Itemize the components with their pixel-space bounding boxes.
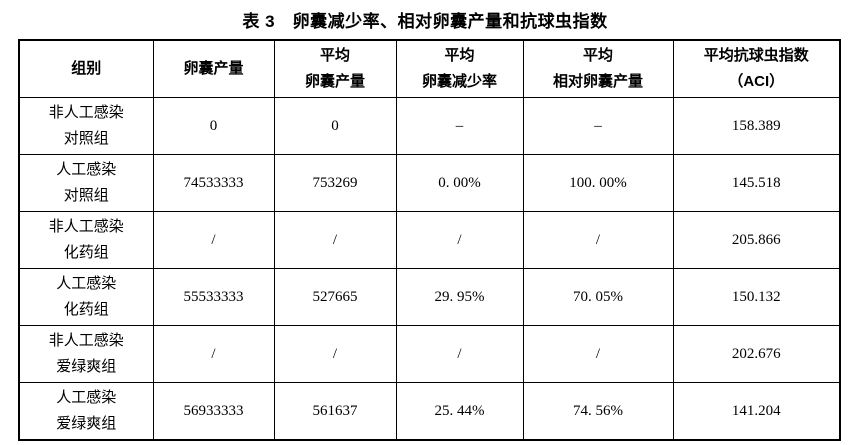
avg-oocyst-output-cell: / <box>273 211 397 269</box>
aci-cell: 205.866 <box>672 211 841 269</box>
oocyst-output-cell: 56933333 <box>152 382 275 441</box>
header-line: 平均 <box>444 47 475 65</box>
avg-relative-output-cell: 100. 00% <box>522 154 674 212</box>
aci-cell: 158.389 <box>672 97 841 155</box>
group-line: 对照组 <box>63 188 109 204</box>
oocyst-output-cell: 55533333 <box>152 268 275 326</box>
table-row: 人工感染 对照组 74533333 753269 0. 00% 100. 00%… <box>18 154 841 212</box>
oocyst-output-cell: / <box>152 325 275 383</box>
table-row: 非人工感染 化药组 / / / / 205.866 <box>18 211 841 269</box>
group-line: 非人工感染 <box>48 104 124 121</box>
avg-relative-output-cell: / <box>522 325 674 383</box>
column-header-group: 组别 <box>18 39 154 98</box>
group-line: 爱绿爽组 <box>56 359 117 375</box>
avg-relative-output-cell: 70. 05% <box>522 268 674 326</box>
header-line: 平均 <box>582 47 613 65</box>
header-line: 卵囊产量 <box>183 60 244 78</box>
group-line: 非人工感染 <box>48 332 124 349</box>
avg-reduction-rate-cell: / <box>395 325 524 383</box>
header-line: 平均 <box>319 47 350 65</box>
avg-oocyst-output-cell: 527665 <box>273 268 397 326</box>
group-line: 人工感染 <box>56 275 117 292</box>
group-line: 对照组 <box>63 131 109 147</box>
avg-relative-output-cell: / <box>522 211 674 269</box>
group-cell: 人工感染 爱绿爽组 <box>18 382 154 441</box>
group-line: 化药组 <box>63 302 109 318</box>
header-line: 相对卵囊产量 <box>552 73 643 90</box>
group-cell: 非人工感染 化药组 <box>18 211 154 269</box>
header-line: 平均抗球虫指数 <box>703 47 809 65</box>
avg-oocyst-output-cell: 561637 <box>273 382 397 441</box>
aci-cell: 150.132 <box>672 268 841 326</box>
group-cell: 非人工感染 对照组 <box>18 97 154 155</box>
table-row: 非人工感染 爱绿爽组 / / / / 202.676 <box>18 325 841 383</box>
group-cell: 人工感染 对照组 <box>18 154 154 212</box>
table-body: 非人工感染 对照组 0 0 – – 158.389 人工感染 对照组 74533… <box>18 97 841 441</box>
group-line: 爱绿爽组 <box>56 416 117 432</box>
avg-reduction-rate-cell: / <box>395 211 524 269</box>
avg-oocyst-output-cell: / <box>273 325 397 383</box>
table-header-row: 组别 卵囊产量 平均 卵囊产量 平均 卵囊减少率 平均 相对卵囊产量 <box>18 39 841 98</box>
group-cell: 人工感染 化药组 <box>18 268 154 326</box>
group-line: 人工感染 <box>56 389 117 406</box>
avg-oocyst-output-cell: 753269 <box>273 154 397 212</box>
header-line: 组别 <box>71 60 102 78</box>
table-row: 人工感染 爱绿爽组 56933333 561637 25. 44% 74. 56… <box>18 382 841 441</box>
oocyst-output-cell: / <box>152 211 275 269</box>
avg-reduction-rate-cell: 0. 00% <box>395 154 524 212</box>
column-header-oocyst-output: 卵囊产量 <box>152 39 275 98</box>
avg-oocyst-output-cell: 0 <box>273 97 397 155</box>
header-line: 卵囊产量 <box>304 73 365 90</box>
aci-cell: 202.676 <box>672 325 841 383</box>
column-header-avg-reduction-rate: 平均 卵囊减少率 <box>395 39 524 98</box>
avg-reduction-rate-cell: 29. 95% <box>395 268 524 326</box>
page-title: 表 3 卵囊减少率、相对卵囊产量和抗球虫指数 <box>242 12 608 31</box>
group-line: 非人工感染 <box>48 218 124 235</box>
group-line: 化药组 <box>63 245 109 261</box>
aci-cell: 141.204 <box>672 382 841 441</box>
header-line: （ACI） <box>728 73 785 90</box>
table-row: 人工感染 化药组 55533333 527665 29. 95% 70. 05%… <box>18 268 841 326</box>
avg-relative-output-cell: – <box>522 97 674 155</box>
group-line: 人工感染 <box>56 161 117 178</box>
avg-reduction-rate-cell: 25. 44% <box>395 382 524 441</box>
oocyst-results-table: 组别 卵囊产量 平均 卵囊产量 平均 卵囊减少率 平均 相对卵囊产量 <box>18 39 841 441</box>
avg-reduction-rate-cell: – <box>395 97 524 155</box>
aci-cell: 145.518 <box>672 154 841 212</box>
column-header-aci: 平均抗球虫指数 （ACI） <box>672 39 841 98</box>
column-header-avg-oocyst-output: 平均 卵囊产量 <box>273 39 397 98</box>
header-line: 卵囊减少率 <box>421 73 497 90</box>
oocyst-output-cell: 0 <box>152 97 275 155</box>
group-cell: 非人工感染 爱绿爽组 <box>18 325 154 383</box>
column-header-avg-relative-output: 平均 相对卵囊产量 <box>522 39 674 98</box>
oocyst-output-cell: 74533333 <box>152 154 275 212</box>
table-row: 非人工感染 对照组 0 0 – – 158.389 <box>18 97 841 155</box>
avg-relative-output-cell: 74. 56% <box>522 382 674 441</box>
